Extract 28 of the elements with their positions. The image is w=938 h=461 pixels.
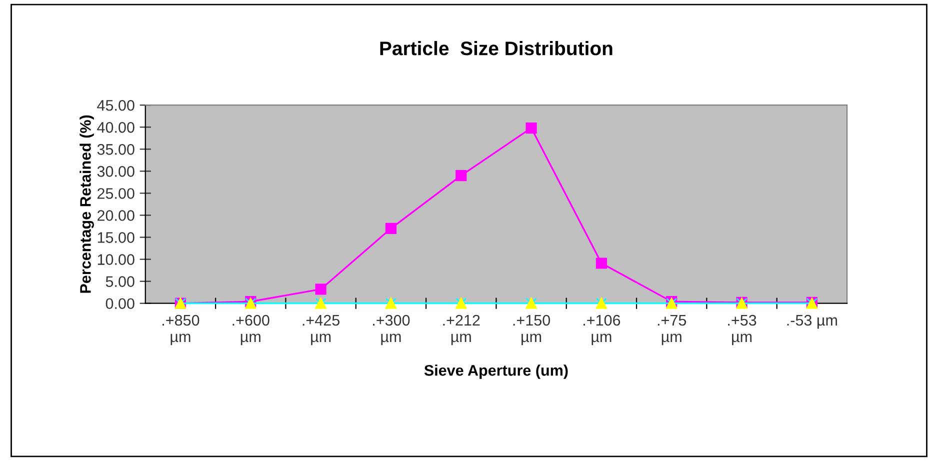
x-tick-label: .+850 µm — [162, 314, 200, 346]
x-tick-label: .+150 µm — [513, 314, 550, 346]
point — [315, 284, 326, 295]
point — [385, 222, 397, 234]
x-tick-label: .+212 µm — [443, 314, 480, 346]
y-tick-label: 0.00 — [106, 298, 134, 310]
y-tick-label: 35.00 — [97, 144, 134, 155]
x-tick-label: .+75 µm — [658, 315, 686, 346]
x-axis-title: Sieve Aperture (um) — [424, 364, 568, 379]
y-tick-label: 15.00 — [98, 232, 134, 243]
y-tick-label: 30.00 — [97, 166, 134, 177]
y-tick-label: 5.00 — [106, 276, 134, 287]
y-tick-label: 20.00 — [98, 210, 134, 221]
y-axis-title: Percentage Retained (%) — [80, 115, 94, 293]
x-tick-label: .+300 µm — [373, 314, 410, 346]
y-tick-label: 10.00 — [98, 254, 134, 265]
x-tick-label: .+53 µm — [728, 314, 756, 346]
x-tick-label: .+600 µm — [232, 314, 270, 346]
x-tick-label: .+106 µm — [584, 314, 620, 346]
y-tick-label: 40.00 — [97, 122, 134, 133]
chart-title: Particle Size Distribution — [380, 41, 612, 56]
y-tick-label: 25.00 — [98, 188, 134, 199]
x-tick-label: .-53 µm — [787, 314, 837, 329]
x-tick-label: .+425 µm — [302, 314, 340, 346]
y-tick-label: 45.00 — [97, 100, 134, 111]
point — [596, 258, 607, 269]
point — [526, 122, 537, 134]
point — [456, 170, 467, 182]
